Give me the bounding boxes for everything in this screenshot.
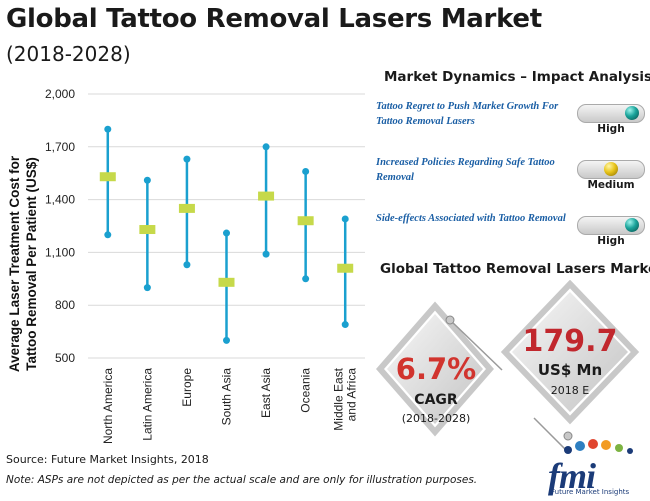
y-tick-label: 800: [55, 298, 75, 312]
average-marker: [139, 225, 156, 235]
average-marker: [218, 277, 235, 287]
high-point: [262, 143, 270, 151]
note-text: Note: ASPs are not depicted as per the a…: [6, 474, 478, 486]
y-tick-label: 2,000: [45, 87, 75, 101]
low-point: [143, 284, 151, 292]
y-tick-label: 1,100: [45, 245, 75, 259]
y-tick-label: 1,700: [45, 140, 75, 154]
average-marker: [99, 172, 116, 182]
impact-indicator: [577, 216, 645, 235]
connector-dot: [563, 431, 573, 441]
x-tick-label: Latin America: [140, 368, 154, 441]
source-text: Source: Future Market Insights, 2018: [6, 453, 209, 466]
y-tick-label: 1,400: [45, 193, 75, 207]
x-tick-label: Oceania: [299, 368, 313, 413]
high-point: [143, 176, 151, 184]
dynamics-item-text: Side-effects Associated with Tattoo Remo…: [376, 213, 566, 224]
global-market-title: Global Tattoo Removal Lasers Market: [380, 261, 650, 277]
market-year: 2018 E: [550, 384, 590, 397]
market-dynamics-title: Market Dynamics – Impact Analysis: [384, 69, 650, 85]
teal-ball-icon: [625, 106, 639, 120]
low-point: [223, 336, 230, 344]
average-marker: [178, 203, 195, 213]
gold-ball-icon: [604, 162, 618, 176]
dynamics-item-text: Tattoo Regret to Push Market Growth For …: [376, 101, 559, 127]
high-point: [104, 125, 112, 133]
market-unit: US$ Mn: [537, 361, 603, 379]
dynamics-item-text: Increased Policies Regarding Safe Tattoo…: [376, 157, 555, 183]
cagr-years: (2018-2028): [401, 412, 471, 425]
x-tick-label: Middle East: [332, 367, 346, 430]
range-chart: 2,000 1,700 1,400 1,100 800 500 North America L…: [7, 87, 365, 444]
logo-dots-icon: [564, 439, 633, 454]
connector-line: [449, 319, 503, 371]
high-point: [183, 155, 191, 163]
marks-layer: [99, 125, 354, 344]
page-title: Global Tattoo Removal Lasers Market: [6, 4, 542, 34]
y-axis-label-line1: Average Laser Treatment Cost for: [7, 155, 22, 372]
low-point: [183, 261, 191, 269]
impact-indicator: [577, 104, 645, 123]
x-tick-label: East Asia: [259, 368, 273, 418]
logo: fmi: [548, 456, 596, 496]
x-tick-label: and Africa: [345, 368, 359, 422]
market-value: 179.7: [522, 324, 618, 359]
teal-ball-icon: [625, 218, 639, 232]
page-subtitle: (2018-2028): [6, 42, 131, 66]
impact-level: High: [597, 235, 625, 247]
average-marker: [337, 263, 354, 273]
cagr-diamond: [376, 301, 494, 437]
x-tick-label: South Asia: [220, 368, 234, 426]
low-point: [104, 231, 112, 239]
connector-dot: [445, 315, 455, 325]
impact-indicator: [577, 160, 645, 179]
connector-line: [533, 417, 568, 450]
low-point: [262, 250, 270, 258]
low-point: [341, 321, 349, 329]
market-size-diamond: [500, 280, 640, 425]
diamond-graphics: [376, 280, 640, 450]
x-tick-label: Europe: [180, 368, 194, 407]
high-point: [341, 215, 349, 223]
cagr-label: CAGR: [414, 392, 458, 408]
high-point: [302, 167, 310, 175]
impact-level: High: [597, 123, 625, 135]
impact-level: Medium: [587, 179, 635, 191]
high-point: [223, 229, 230, 237]
low-point: [302, 275, 310, 283]
average-marker: [258, 191, 275, 201]
y-tick-label: 500: [55, 351, 75, 365]
label-layer: 2,000 1,700 1,400 1,100 800 500 North America L…: [45, 87, 359, 444]
logo-subtext: Future Market Insights: [551, 488, 630, 496]
cagr-value: 6.7%: [395, 352, 477, 386]
y-axis-label-line2: Tattoo Removal Per Patient (US$): [24, 157, 39, 371]
average-marker: [297, 216, 314, 226]
x-tick-label: North America: [101, 368, 115, 444]
